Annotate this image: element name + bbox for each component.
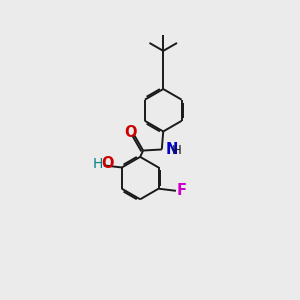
Text: H: H [172, 144, 182, 158]
Text: O: O [124, 125, 136, 140]
Text: N: N [165, 142, 178, 157]
Text: H: H [93, 157, 103, 171]
Text: F: F [177, 183, 187, 198]
Text: O: O [101, 156, 114, 171]
